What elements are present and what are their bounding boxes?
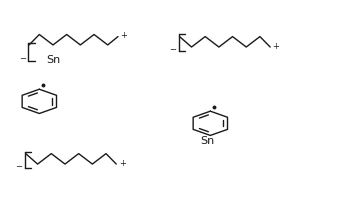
Text: Sn: Sn — [46, 55, 60, 65]
Text: −: − — [19, 54, 26, 64]
Text: +: + — [273, 42, 279, 51]
Text: +: + — [120, 31, 127, 41]
Text: Sn: Sn — [200, 136, 214, 146]
Text: +: + — [119, 159, 126, 168]
Text: −: − — [15, 162, 22, 171]
Text: −: − — [169, 45, 176, 54]
